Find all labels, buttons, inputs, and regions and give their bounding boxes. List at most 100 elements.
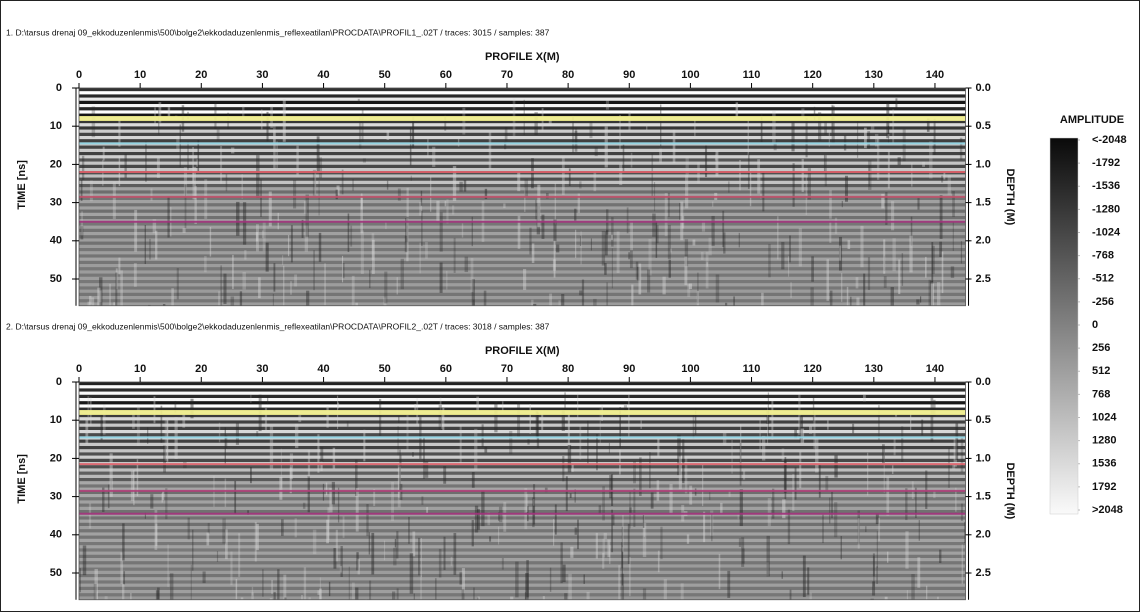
colorbar-tick-label: -256: [1092, 296, 1114, 308]
trace-band: [79, 216, 966, 220]
trace-band: [79, 471, 966, 475]
trace-noise: [856, 121, 859, 158]
trace-noise: [214, 102, 217, 130]
trace-noise: [567, 444, 572, 473]
trace-noise: [153, 396, 156, 424]
trace-noise: [95, 591, 98, 600]
trace-band: [79, 302, 966, 306]
trace-noise: [602, 486, 605, 521]
trace-noise: [356, 552, 359, 571]
trace-noise: [622, 144, 625, 172]
trace-noise: [542, 596, 545, 600]
trace-noise: [453, 532, 457, 575]
trace-noise: [531, 158, 534, 189]
trace-noise: [503, 502, 507, 532]
trace-noise: [605, 100, 610, 110]
trace-noise: [648, 238, 652, 276]
trace-noise: [413, 593, 415, 600]
trace-noise: [813, 106, 816, 121]
trace-noise: [446, 199, 449, 224]
trace-noise: [715, 274, 720, 303]
trace-noise: [682, 439, 685, 484]
trace-noise: [943, 172, 946, 180]
trace-noise: [255, 232, 259, 242]
trace-band: [79, 542, 966, 546]
colorbar-tick-label: -1792: [1092, 157, 1120, 169]
trace-noise: [420, 538, 422, 578]
trace-band: [79, 570, 966, 575]
trace-noise: [396, 531, 399, 559]
trace-noise: [705, 251, 709, 289]
trace-noise: [565, 476, 568, 512]
trace-noise: [921, 419, 924, 436]
x-tick-label: 130: [865, 363, 883, 375]
colorbar-tick-label: -1536: [1092, 180, 1120, 192]
trace-noise: [262, 569, 264, 597]
trace-noise: [955, 423, 959, 460]
trace-noise: [649, 452, 651, 489]
trace-noise: [692, 239, 696, 246]
trace-noise: [523, 268, 527, 290]
trace-noise: [398, 449, 401, 491]
trace-noise: [642, 515, 645, 528]
trace-band: [79, 414, 966, 418]
trace-noise: [825, 475, 829, 492]
trace-noise: [504, 127, 508, 142]
x-tick-label: 60: [440, 363, 452, 375]
trace-noise: [629, 507, 632, 514]
trace-noise: [815, 436, 819, 473]
trace-band: [79, 139, 966, 143]
x-tick-label: 110: [743, 69, 761, 81]
trace-noise: [273, 592, 276, 600]
trace-noise: [378, 399, 382, 436]
trace-noise: [887, 551, 889, 563]
trace-noise: [399, 483, 403, 500]
trace-noise: [166, 419, 169, 462]
trace-noise: [553, 519, 555, 546]
trace-noise: [247, 510, 249, 515]
trace-noise: [791, 121, 795, 152]
trace-band: [79, 458, 966, 463]
trace-noise: [474, 505, 479, 533]
trace-noise: [412, 531, 416, 557]
trace-noise: [436, 200, 440, 222]
trace-noise: [931, 245, 935, 274]
trace-noise: [134, 209, 138, 252]
trace-noise: [342, 516, 345, 538]
trace-noise: [337, 402, 340, 409]
trace-noise: [609, 475, 612, 499]
trace-noise: [939, 195, 943, 239]
trace-noise: [918, 520, 920, 541]
trace-noise: [577, 519, 579, 550]
trace-noise: [895, 98, 898, 108]
y-tick-label: 10: [50, 120, 62, 132]
trace-noise: [611, 217, 614, 247]
trace-noise: [410, 175, 412, 181]
trace-noise: [660, 104, 662, 147]
trace-noise: [953, 438, 957, 467]
trace-noise: [302, 502, 306, 509]
trace-noise: [572, 114, 574, 153]
trace-noise: [619, 114, 621, 150]
trace-noise: [562, 564, 566, 583]
trace-noise: [419, 201, 423, 216]
trace-noise: [712, 201, 714, 207]
trace-noise: [897, 157, 901, 165]
colorbar-tick-label: -768: [1092, 250, 1114, 262]
trace-noise: [870, 124, 875, 132]
trace-noise: [659, 148, 662, 163]
trace-noise: [892, 238, 896, 272]
x-tick-label: 110: [743, 363, 761, 375]
trace-noise: [234, 480, 237, 514]
trace-noise: [187, 517, 190, 540]
trace-noise: [630, 220, 634, 251]
trace-band: [79, 267, 966, 271]
trace-noise: [524, 592, 526, 600]
trace-noise: [627, 523, 630, 565]
trace-noise: [398, 416, 400, 424]
trace-noise: [242, 106, 245, 120]
trace-noise: [354, 459, 358, 496]
trace-noise: [145, 141, 147, 182]
trace-noise: [856, 297, 860, 306]
trace-noise: [621, 573, 625, 600]
